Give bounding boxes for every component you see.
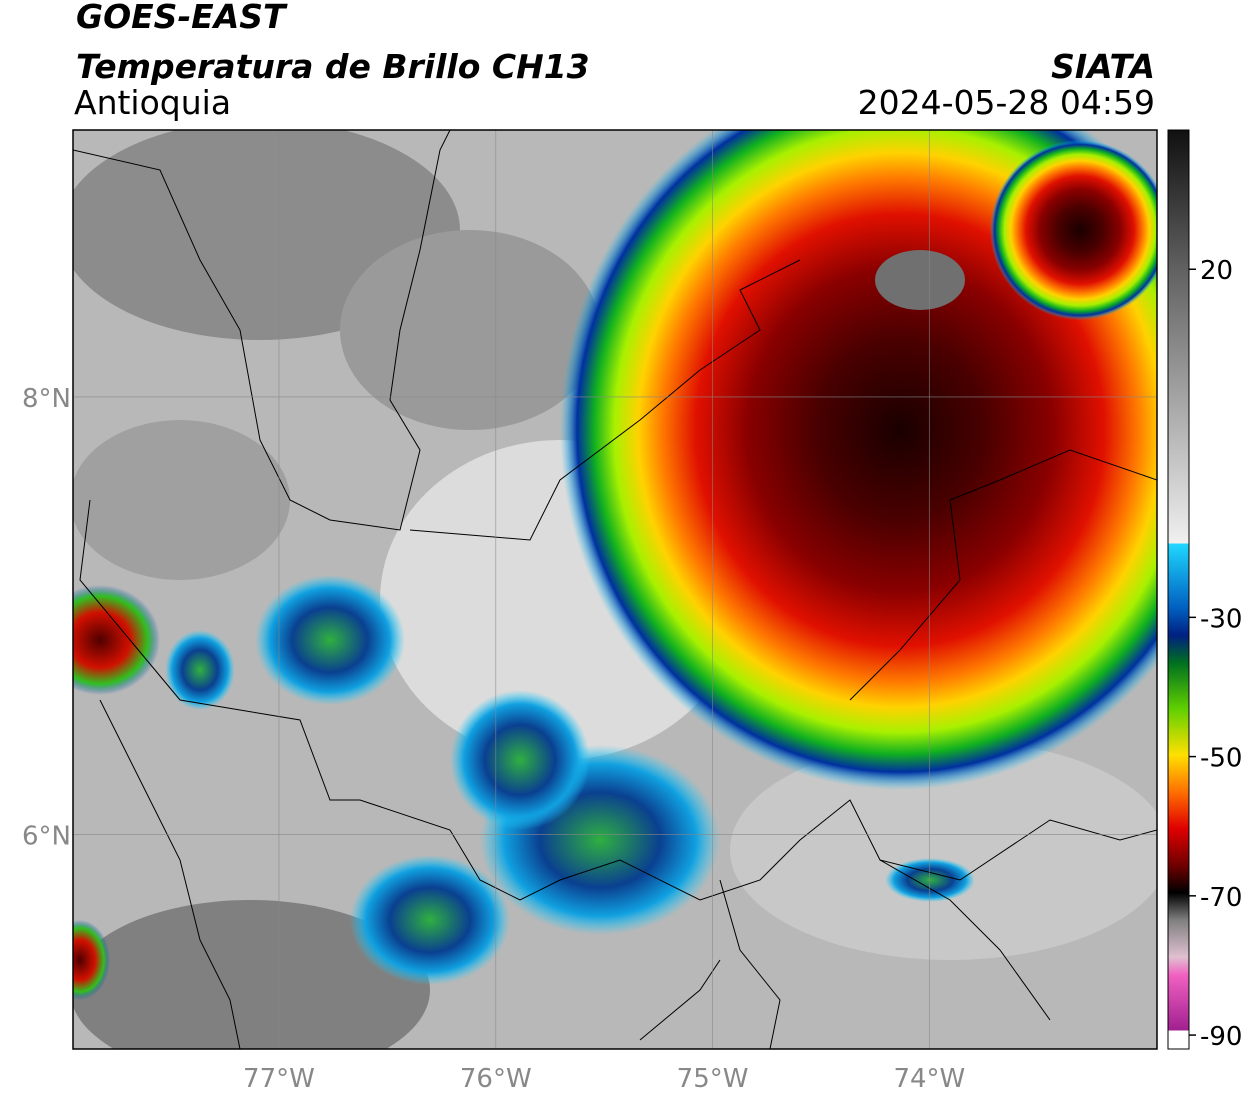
storm <box>560 130 1157 790</box>
lat-tick-label: 8°N <box>22 384 71 414</box>
storm <box>990 140 1157 320</box>
cold-top <box>875 250 965 310</box>
subtitle: Temperatura de Brillo CH13 <box>76 47 590 86</box>
title: GOES-EAST <box>76 0 288 36</box>
border <box>639 819 1157 1049</box>
datetime: 2024-05-28 04:59 <box>858 83 1155 122</box>
cell <box>165 630 235 710</box>
map-imagery <box>73 130 1157 1049</box>
cell <box>73 585 160 695</box>
map-frame <box>72 129 1158 1050</box>
colorbar-tick-label: 20 <box>1200 256 1233 286</box>
tick-labels: 77°W 76°W 75°W 74°W 8°N 6°N 20 -30 -50 -70 -90 <box>22 256 1242 1094</box>
border <box>409 259 801 541</box>
cell <box>450 690 590 830</box>
lon-tick-label: 74°W <box>893 1064 965 1094</box>
lat-tick-label: 6°N <box>22 822 71 852</box>
lon-tick-label: 75°W <box>677 1064 749 1094</box>
graticule <box>73 130 1157 1049</box>
colorbar-tick-label: -30 <box>1200 604 1242 634</box>
border <box>849 449 1157 701</box>
cell <box>885 858 975 902</box>
colorbar-tick-label: -90 <box>1200 1022 1242 1052</box>
coastline <box>73 130 451 531</box>
borders <box>73 130 1157 1049</box>
coastline <box>99 699 241 1049</box>
cloud <box>73 900 430 1049</box>
lon-tick-label: 76°W <box>460 1064 532 1094</box>
source: SIATA <box>1051 47 1155 86</box>
clear <box>730 740 1157 960</box>
border <box>79 499 1051 1021</box>
cell <box>350 855 510 985</box>
cell <box>255 575 405 705</box>
cloud <box>73 420 290 580</box>
cell <box>73 920 110 1000</box>
lon-tick-label: 77°W <box>243 1064 315 1094</box>
cloud <box>340 230 600 430</box>
colorbar-tick-label: -70 <box>1200 883 1242 913</box>
colorbar-tick-label: -50 <box>1200 744 1242 774</box>
region: Antioquia <box>74 83 231 122</box>
colorbar <box>1167 129 1190 1050</box>
